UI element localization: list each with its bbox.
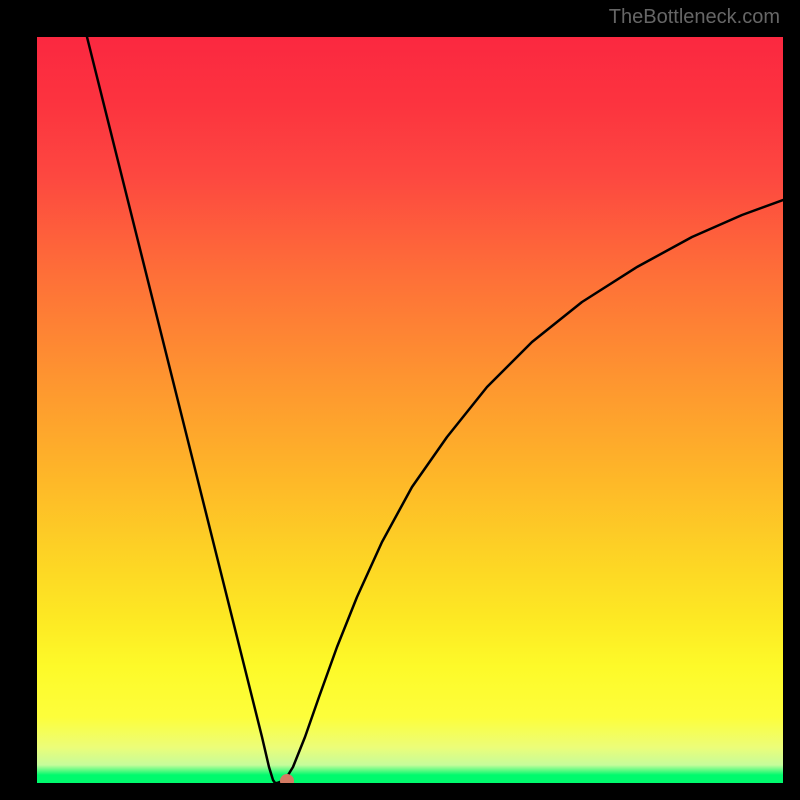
chart-svg (37, 37, 783, 783)
chart-area (37, 37, 783, 783)
watermark-text: TheBottleneck.com (609, 6, 780, 29)
